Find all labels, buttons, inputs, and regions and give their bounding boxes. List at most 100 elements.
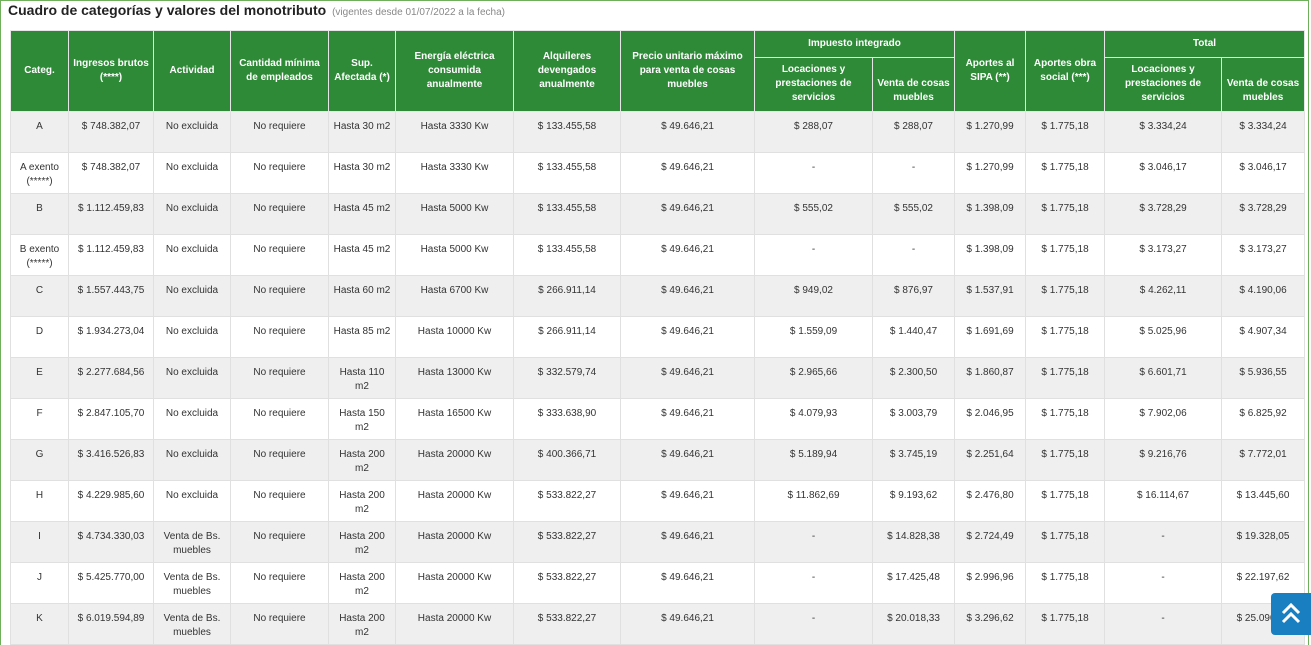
table-cell: H bbox=[10, 480, 69, 522]
table-cell: Hasta 45 m2 bbox=[328, 234, 396, 276]
table-cell: - bbox=[754, 152, 873, 194]
table-cell: $ 332.579,74 bbox=[513, 357, 621, 399]
table-cell: $ 133.455,58 bbox=[513, 152, 621, 194]
table-cell: No excluida bbox=[153, 152, 231, 194]
table-cell: No requiere bbox=[230, 357, 329, 399]
table-cell: $ 133.455,58 bbox=[513, 111, 621, 153]
table-cell: $ 1.398,09 bbox=[954, 234, 1027, 276]
table-cell: $ 1.559,09 bbox=[754, 316, 873, 358]
table-cell: $ 7.902,06 bbox=[1104, 398, 1223, 440]
table-cell: $ 533.822,27 bbox=[513, 603, 621, 645]
scroll-top-button[interactable] bbox=[1271, 593, 1311, 635]
table-cell: $ 3.046,17 bbox=[1221, 152, 1306, 194]
table-cell: Hasta 30 m2 bbox=[328, 111, 396, 153]
table-cell: $ 6.825,92 bbox=[1221, 398, 1306, 440]
table-cell: $ 1.440,47 bbox=[871, 316, 956, 358]
table-cell: Hasta 3330 Kw bbox=[395, 152, 514, 194]
table-cell: $ 2.724,49 bbox=[954, 521, 1027, 563]
table-cell: $ 1.775,18 bbox=[1025, 521, 1106, 563]
table-cell: No requiere bbox=[230, 603, 329, 645]
table-cell: No requiere bbox=[230, 275, 329, 317]
table-cell: $ 1.775,18 bbox=[1025, 193, 1106, 235]
table-cell: K bbox=[10, 603, 69, 645]
column-header: Cantidad mínima de empleados bbox=[230, 30, 329, 112]
table-cell: $ 533.822,27 bbox=[513, 521, 621, 563]
table-cell: Hasta 5000 Kw bbox=[395, 193, 514, 235]
table-cell: $ 2.277.684,56 bbox=[68, 357, 154, 399]
table-cell: $ 266.911,14 bbox=[513, 316, 621, 358]
table-cell: Hasta 200 m2 bbox=[328, 603, 396, 645]
chevron-icon bbox=[1281, 602, 1301, 624]
table-cell: Hasta 3330 Kw bbox=[395, 111, 514, 153]
table-cell: $ 1.112.459,83 bbox=[68, 193, 154, 235]
table-cell: $ 1.775,18 bbox=[1025, 357, 1106, 399]
table-cell: $ 555,02 bbox=[754, 193, 873, 235]
table-cell: Hasta 20000 Kw bbox=[395, 562, 514, 604]
table-cell: $ 3.416.526,83 bbox=[68, 439, 154, 481]
table-cell: $ 266.911,14 bbox=[513, 275, 621, 317]
table-cell: $ 6.019.594,89 bbox=[68, 603, 154, 645]
table-cell: $ 2.476,80 bbox=[954, 480, 1027, 522]
table-cell: A exento (*****) bbox=[10, 152, 69, 194]
table-cell: No excluida bbox=[153, 316, 231, 358]
table-cell: $ 49.646,21 bbox=[620, 152, 755, 194]
table-row: E $ 2.277.684,56 No excluida No requiere Has… bbox=[10, 357, 1306, 399]
table-cell: No requiere bbox=[230, 398, 329, 440]
table-cell: I bbox=[10, 521, 69, 563]
table-cell: $ 949,02 bbox=[754, 275, 873, 317]
table-cell: $ 5.936,55 bbox=[1221, 357, 1306, 399]
table-cell: $ 49.646,21 bbox=[620, 439, 755, 481]
table-cell: $ 1.270,99 bbox=[954, 152, 1027, 194]
group-header: Impuesto integrado bbox=[753, 30, 956, 58]
table-cell: F bbox=[10, 398, 69, 440]
column-header: Aportes al SIPA (**) bbox=[954, 30, 1027, 112]
table-cell: $ 49.646,21 bbox=[620, 193, 755, 235]
table-cell: $ 4.734.330,03 bbox=[68, 521, 154, 563]
table-cell: No requiere bbox=[230, 193, 329, 235]
table-cell: No excluida bbox=[153, 398, 231, 440]
table-cell: $ 49.646,21 bbox=[620, 275, 755, 317]
table-cell: $ 1.112.459,83 bbox=[68, 234, 154, 276]
table-cell: $ 9.193,62 bbox=[871, 480, 956, 522]
table-row: D $ 1.934.273,04 No excluida No requiere Has… bbox=[10, 316, 1306, 358]
subtitle: (vigentes desde 01/07/2022 a la fecha) bbox=[332, 7, 505, 18]
table-cell: No excluida bbox=[153, 439, 231, 481]
table-cell: No requiere bbox=[230, 111, 329, 153]
subcolumn-header: Locaciones y prestaciones de servicios bbox=[1104, 57, 1223, 112]
table-cell: No requiere bbox=[230, 562, 329, 604]
table-cell: $ 1.775,18 bbox=[1025, 398, 1106, 440]
table-cell: Hasta 30 m2 bbox=[328, 152, 396, 194]
table-cell: $ 3.173,27 bbox=[1104, 234, 1223, 276]
table-cell: $ 1.775,18 bbox=[1025, 480, 1106, 522]
table-cell: B bbox=[10, 193, 69, 235]
table-row: C $ 1.557.443,75 No excluida No requiere Has… bbox=[10, 275, 1306, 317]
column-header: Actividad bbox=[153, 30, 231, 112]
table-cell: $ 1.934.273,04 bbox=[68, 316, 154, 358]
table-row: K $ 6.019.594,89 Venta de Bs. muebles No re… bbox=[10, 603, 1306, 645]
table-cell: $ 748.382,07 bbox=[68, 111, 154, 153]
table-cell: - bbox=[754, 521, 873, 563]
table-cell: Hasta 20000 Kw bbox=[395, 480, 514, 522]
column-header: Categ. bbox=[10, 30, 69, 112]
table-cell: $ 1.775,18 bbox=[1025, 316, 1106, 358]
column-header: Ingresos brutos (****) bbox=[68, 30, 154, 112]
table-cell: $ 4.907,34 bbox=[1221, 316, 1306, 358]
table-cell: $ 14.828,38 bbox=[871, 521, 956, 563]
table-cell: $ 7.772,01 bbox=[1221, 439, 1306, 481]
table-cell: No excluida bbox=[153, 111, 231, 153]
table-cell: $ 9.216,76 bbox=[1104, 439, 1223, 481]
table-head: Categ. Ingresos brutos (****) Actividad … bbox=[10, 30, 1306, 112]
categories-table: Categ. Ingresos brutos (****) Actividad … bbox=[10, 30, 1306, 645]
table-row: B exento (*****) $ 1.112.459,83 No excluid… bbox=[10, 234, 1306, 276]
table-cell: $ 1.398,09 bbox=[954, 193, 1027, 235]
table-cell: $ 1.270,99 bbox=[954, 111, 1027, 153]
subcolumn-header: Locaciones y prestaciones de servicios bbox=[754, 57, 873, 112]
table-cell: No requiere bbox=[230, 480, 329, 522]
table-cell: Hasta 20000 Kw bbox=[395, 521, 514, 563]
table-cell: - bbox=[754, 562, 873, 604]
table-cell: $ 288,07 bbox=[754, 111, 873, 153]
table-cell: $ 1.775,18 bbox=[1025, 111, 1106, 153]
table-cell: No requiere bbox=[230, 316, 329, 358]
table-row: G $ 3.416.526,83 No excluida No requiere Has… bbox=[10, 439, 1306, 481]
